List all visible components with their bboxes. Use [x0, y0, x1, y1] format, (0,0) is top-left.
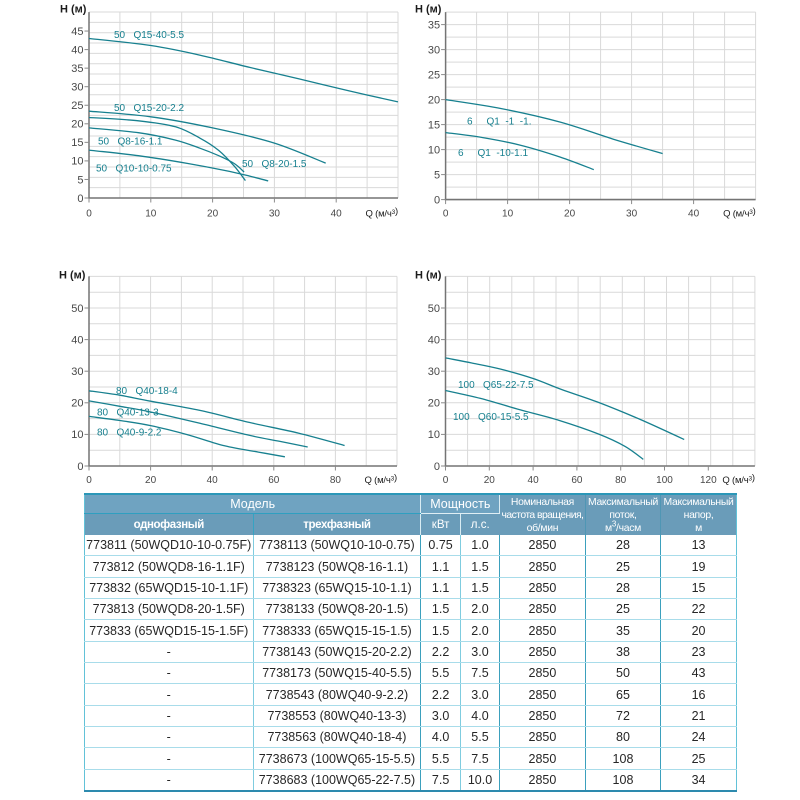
svg-text:15: 15 — [428, 119, 440, 131]
svg-text:20: 20 — [428, 94, 440, 106]
svg-text:50 Q8-20-1.5: 50 Q8-20-1.5 — [242, 159, 307, 170]
svg-text:20: 20 — [71, 119, 83, 131]
svg-text:20: 20 — [207, 208, 219, 219]
svg-text:10: 10 — [71, 429, 83, 441]
svg-text:0: 0 — [443, 208, 449, 219]
svg-text:40: 40 — [528, 475, 540, 486]
svg-text:0: 0 — [443, 475, 449, 486]
svg-text:20: 20 — [484, 475, 496, 486]
svg-text:40: 40 — [207, 475, 219, 486]
svg-text:40: 40 — [71, 44, 83, 56]
svg-text:100 Q60-15-5.5: 100 Q60-15-5.5 — [453, 412, 529, 423]
svg-text:80 Q40-13-3: 80 Q40-13-3 — [97, 408, 159, 419]
svg-text:H (м): H (м) — [60, 3, 87, 15]
svg-text:25: 25 — [428, 69, 440, 81]
svg-text:20: 20 — [145, 475, 157, 486]
svg-text:10: 10 — [502, 208, 514, 219]
svg-text:40: 40 — [428, 334, 440, 346]
svg-text:6 Q1 -1 -1.: 6 Q1 -1 -1. — [467, 117, 531, 128]
svg-text:25: 25 — [71, 100, 83, 112]
svg-text:35: 35 — [428, 19, 440, 31]
svg-text:50 Q15-40-5.5: 50 Q15-40-5.5 — [114, 30, 184, 41]
svg-text:0: 0 — [434, 194, 440, 206]
svg-text:100: 100 — [656, 475, 673, 486]
svg-text:10: 10 — [428, 144, 440, 156]
svg-text:0: 0 — [77, 461, 83, 473]
svg-text:30: 30 — [269, 208, 281, 219]
svg-text:5: 5 — [434, 169, 440, 181]
svg-text:40: 40 — [688, 208, 700, 219]
svg-text:6 Q1 -10-1.1: 6 Q1 -10-1.1 — [458, 148, 528, 159]
svg-text:30: 30 — [71, 82, 83, 94]
svg-text:10: 10 — [145, 208, 157, 219]
svg-text:60: 60 — [268, 475, 280, 486]
svg-text:50: 50 — [71, 303, 83, 315]
svg-text:50 Q15-20-2.2: 50 Q15-20-2.2 — [114, 103, 184, 114]
svg-text:20: 20 — [428, 398, 440, 410]
svg-text:H (м): H (м) — [415, 3, 442, 15]
svg-text:Q (м/ч3): Q (м/ч3) — [364, 472, 397, 486]
svg-text:0: 0 — [77, 193, 83, 205]
svg-text:120: 120 — [700, 475, 717, 486]
svg-text:50 Q10-10-0.75: 50 Q10-10-0.75 — [96, 164, 172, 175]
svg-text:30: 30 — [428, 366, 440, 378]
svg-text:80 Q40-18-4: 80 Q40-18-4 — [116, 386, 178, 397]
svg-text:10: 10 — [71, 156, 83, 168]
svg-text:40: 40 — [71, 334, 83, 346]
svg-text:45: 45 — [71, 26, 83, 38]
svg-text:80 Q40-9-2.2: 80 Q40-9-2.2 — [97, 428, 162, 439]
svg-text:80: 80 — [330, 475, 342, 486]
svg-text:100 Q65-22-7.5: 100 Q65-22-7.5 — [458, 380, 534, 391]
svg-text:30: 30 — [428, 44, 440, 56]
svg-text:80: 80 — [615, 475, 627, 486]
svg-text:30: 30 — [626, 208, 638, 219]
svg-text:20: 20 — [564, 208, 576, 219]
svg-text:Q (м/ч3): Q (м/ч3) — [723, 206, 756, 220]
svg-text:15: 15 — [71, 137, 83, 149]
svg-text:Q (м/ч3): Q (м/ч3) — [365, 206, 398, 220]
svg-text:35: 35 — [71, 63, 83, 75]
svg-text:H (м): H (м) — [415, 269, 442, 281]
svg-text:50 Q8-16-1.1: 50 Q8-16-1.1 — [98, 137, 163, 148]
svg-text:60: 60 — [571, 475, 583, 486]
svg-text:10: 10 — [428, 429, 440, 441]
svg-text:40: 40 — [331, 208, 343, 219]
svg-text:0: 0 — [434, 461, 440, 473]
svg-text:20: 20 — [71, 398, 83, 410]
svg-text:Q (м/ч3): Q (м/ч3) — [722, 472, 755, 486]
svg-text:50: 50 — [428, 303, 440, 315]
svg-text:30: 30 — [71, 366, 83, 378]
svg-text:0: 0 — [86, 208, 92, 219]
svg-text:H (м): H (м) — [59, 269, 86, 281]
svg-text:0: 0 — [86, 475, 92, 486]
svg-text:5: 5 — [77, 174, 83, 186]
